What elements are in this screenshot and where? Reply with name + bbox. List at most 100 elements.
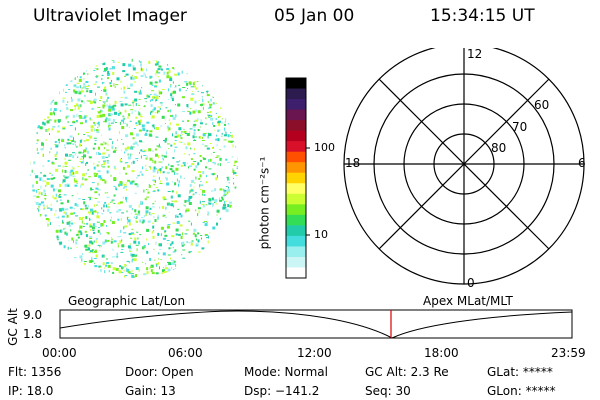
uv-pixel (97, 106, 101, 108)
uv-pixel (50, 207, 53, 211)
uv-pixel (216, 175, 218, 178)
uv-pixel (77, 193, 79, 195)
uv-pixel (202, 157, 205, 159)
uv-pixel (135, 217, 137, 219)
uv-pixel (87, 150, 89, 154)
uv-pixel (112, 105, 115, 109)
uv-pixel (95, 187, 99, 190)
uv-pixel (48, 119, 52, 121)
uv-pixel (161, 161, 163, 164)
uv-pixel (80, 61, 82, 63)
uv-pixel (107, 165, 110, 168)
uv-pixel (198, 177, 201, 180)
uv-pixel (161, 272, 164, 276)
uv-pixel (142, 246, 145, 250)
uv-pixel (227, 191, 230, 193)
uv-pixel (97, 189, 101, 191)
uv-pixel (119, 101, 123, 102)
uv-pixel (205, 166, 208, 169)
uv-pixel (145, 164, 147, 167)
uv-pixel (74, 105, 76, 107)
uv-pixel (212, 226, 216, 230)
uv-pixel (119, 265, 122, 268)
uv-pixel (207, 114, 209, 116)
uv-pixel (183, 130, 187, 133)
uv-pixel (107, 70, 110, 74)
uv-pixel (96, 114, 100, 118)
uv-pixel (164, 230, 167, 233)
uv-pixel (134, 110, 137, 112)
uv-pixel (107, 208, 110, 212)
uv-pixel (86, 59, 89, 60)
uv-pixel (40, 78, 44, 80)
uv-pixel (236, 199, 238, 202)
uv-pixel (72, 152, 75, 154)
uv-pixel (219, 149, 221, 151)
uv-pixel (100, 223, 104, 226)
uv-pixel (171, 91, 173, 95)
uv-pixel (124, 96, 128, 99)
uv-pixel (231, 94, 235, 96)
uv-pixel (162, 157, 164, 160)
uv-pixel (201, 92, 204, 94)
uv-pixel (64, 169, 67, 173)
uv-pixel (100, 134, 102, 136)
uv-pixel (195, 87, 198, 90)
uv-pixel (31, 84, 35, 87)
uv-pixel (102, 113, 106, 117)
uv-pixel (114, 100, 117, 104)
uv-pixel (51, 240, 54, 244)
uv-pixel (49, 172, 52, 174)
uv-pixel (130, 132, 133, 136)
uv-pixel (66, 266, 70, 268)
uv-pixel (177, 194, 181, 198)
uv-pixel (143, 273, 147, 276)
uv-pixel (67, 265, 70, 267)
uv-pixel (104, 267, 105, 269)
uv-pixel (204, 233, 208, 236)
uv-pixel (128, 247, 132, 250)
uv-pixel (78, 79, 82, 82)
color-bar-unit-label: photon cm⁻²s⁻¹ (257, 156, 272, 250)
uv-pixel (204, 254, 208, 258)
uv-pixel (37, 125, 40, 129)
uv-speckle-field (29, 58, 238, 281)
uv-pixel (226, 177, 228, 179)
uv-pixel (49, 243, 51, 247)
uv-pixel (49, 151, 51, 154)
uv-pixel (45, 94, 49, 95)
uv-pixel (220, 107, 224, 109)
uv-pixel (119, 201, 123, 204)
uv-pixel (152, 96, 155, 99)
uv-pixel (121, 149, 123, 151)
uv-pixel (223, 191, 226, 195)
uv-pixel (63, 60, 67, 64)
uv-pixel (138, 279, 139, 281)
uv-pixel (229, 108, 231, 111)
uv-pixel (225, 61, 229, 65)
uv-pixel (35, 88, 39, 92)
uv-pixel (218, 123, 221, 127)
uv-pixel (71, 96, 72, 99)
uv-pixel (173, 260, 176, 263)
uv-pixel (30, 240, 34, 243)
uv-pixel (213, 259, 215, 262)
uv-pixel (223, 139, 227, 141)
mlat-label-60: 60 (534, 98, 550, 112)
uv-pixel (61, 169, 63, 173)
uv-pixel (58, 258, 62, 261)
uv-pixel (237, 263, 238, 266)
uv-pixel (29, 202, 30, 203)
uv-pixel (74, 127, 76, 131)
uv-pixel (83, 72, 85, 75)
uv-pixel (41, 90, 43, 93)
uv-pixel (156, 145, 160, 147)
uv-pixel (79, 158, 83, 160)
uv-pixel (147, 191, 150, 194)
uv-pixel (66, 176, 70, 178)
uv-pixel (135, 274, 137, 277)
uv-pixel (233, 212, 236, 216)
uv-pixel (85, 139, 89, 142)
uv-pixel (160, 67, 162, 69)
uv-pixel (62, 97, 66, 99)
